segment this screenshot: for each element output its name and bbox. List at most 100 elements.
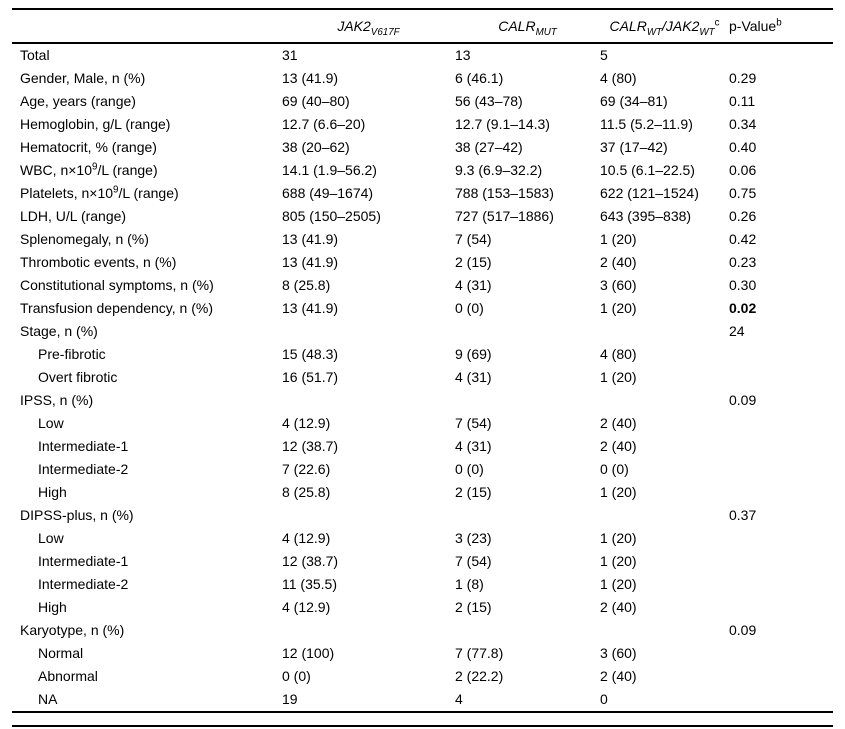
table-row: Karyotype, n (%) 0.09 bbox=[12, 619, 833, 642]
value-cell: 643 (395–838) bbox=[600, 208, 692, 224]
table-row: Stage, n (%) 24 bbox=[12, 320, 833, 343]
text-segment: Intermediate-2 bbox=[38, 461, 129, 477]
value-cell: 9 (69) bbox=[455, 346, 492, 362]
value-cell bbox=[282, 619, 455, 642]
p-value-cell bbox=[729, 481, 833, 504]
row-label: Intermediate-2 bbox=[12, 458, 282, 481]
value-cell: 4 (12.9) bbox=[282, 599, 331, 615]
text-segment: Abnormal bbox=[38, 668, 98, 684]
row-label: Age, years (range) bbox=[12, 90, 282, 113]
text-segment: CALR bbox=[609, 18, 647, 34]
value-cell: 1 (20) bbox=[600, 553, 637, 569]
p-value-cell bbox=[729, 665, 833, 688]
table-row: IPSS, n (%) 0.09 bbox=[12, 389, 833, 412]
text-segment: Platelets, n×10 bbox=[20, 185, 114, 201]
table-row: DIPSS-plus, n (%) 0.37 bbox=[12, 504, 833, 527]
row-label: Platelets, n×109/L (range) bbox=[12, 182, 282, 205]
p-value-cell: 0.06 bbox=[729, 162, 757, 178]
value-cell: 13 bbox=[455, 47, 471, 63]
text-segment: Stage, n (%) bbox=[20, 323, 98, 339]
text-segment: Constitutional symptoms, n (%) bbox=[20, 277, 214, 293]
value-cell: 4 (80) bbox=[600, 346, 637, 362]
table-row: Transfusion dependency, n (%) 13 (41.9) 0 … bbox=[12, 297, 833, 320]
p-value-cell bbox=[729, 573, 833, 596]
value-cell: 1 (20) bbox=[600, 231, 637, 247]
value-cell: 6 (46.1) bbox=[455, 70, 504, 86]
value-cell: 12 (38.7) bbox=[282, 553, 339, 569]
row-label: Low bbox=[12, 527, 282, 550]
p-value-cell bbox=[729, 642, 833, 665]
value-cell: 805 (150–2505) bbox=[282, 208, 381, 224]
table-row: Low 4 (12.9) 3 (23) 1 (20) bbox=[12, 527, 833, 550]
value-cell: 4 (80) bbox=[600, 70, 637, 86]
value-cell: 9.3 (6.9–32.2) bbox=[455, 162, 543, 178]
value-cell: 1 (20) bbox=[600, 369, 637, 385]
row-label: Thrombotic events, n (%) bbox=[12, 251, 282, 274]
text-segment: IPSS, n (%) bbox=[20, 392, 94, 408]
value-cell bbox=[282, 389, 455, 412]
value-cell bbox=[455, 389, 600, 412]
text-segment: 9 bbox=[113, 184, 119, 196]
text-segment: WT bbox=[646, 26, 663, 38]
value-cell: 2 (15) bbox=[455, 599, 492, 615]
column-header-2: CALRMUT bbox=[455, 9, 600, 44]
row-label: IPSS, n (%) bbox=[12, 389, 282, 412]
value-cell: 7 (54) bbox=[455, 415, 492, 431]
value-cell: 8 (25.8) bbox=[282, 484, 331, 500]
text-segment: NA bbox=[38, 691, 58, 707]
table-row: Age, years (range) 69 (40–80) 56 (43–78) 69… bbox=[12, 90, 833, 113]
table-row: Thrombotic events, n (%) 13 (41.9) 2 (15) 2… bbox=[12, 251, 833, 274]
value-cell: 4 (31) bbox=[455, 277, 492, 293]
value-cell: 1 (20) bbox=[600, 530, 637, 546]
row-label: Hemoglobin, g/L (range) bbox=[12, 113, 282, 136]
value-cell: 19 bbox=[282, 691, 298, 707]
table-row: Hematocrit, % (range) 38 (20–62) 38 (27–42… bbox=[12, 136, 833, 159]
table-body: Total 31 13 5 Gender, Male, n (%) 13 (41.9) 6 … bbox=[12, 43, 833, 712]
text-segment: Low bbox=[38, 530, 64, 546]
table-row: Hemoglobin, g/L (range) 12.7 (6.6–20) 12.7… bbox=[12, 113, 833, 136]
text-segment: Low bbox=[38, 415, 64, 431]
value-cell: 1 (20) bbox=[600, 484, 637, 500]
p-value-cell: 0.29 bbox=[729, 70, 757, 86]
table-row: Normal 12 (100) 7 (77.8) 3 (60) bbox=[12, 642, 833, 665]
value-cell bbox=[600, 320, 729, 343]
value-cell: 37 (17–42) bbox=[600, 139, 668, 155]
text-segment: Karyotype, n (%) bbox=[20, 622, 125, 638]
p-value-cell: 0.30 bbox=[729, 277, 757, 293]
column-header-4: p-Valueb bbox=[729, 9, 833, 44]
value-cell: 2 (40) bbox=[600, 438, 637, 454]
value-cell bbox=[455, 504, 600, 527]
value-cell: 13 (41.9) bbox=[282, 300, 339, 316]
text-segment: High bbox=[38, 599, 67, 615]
p-value-cell: 0.09 bbox=[729, 622, 757, 638]
value-cell bbox=[600, 619, 729, 642]
row-label: DIPSS-plus, n (%) bbox=[12, 504, 282, 527]
p-value-cell: 0.42 bbox=[729, 231, 757, 247]
p-value-cell bbox=[729, 343, 833, 366]
value-cell: 2 (40) bbox=[600, 668, 637, 684]
value-cell: 13 (41.9) bbox=[282, 254, 339, 270]
text-segment: p-Value bbox=[729, 18, 777, 34]
row-label: Low bbox=[12, 412, 282, 435]
value-cell: 3 (60) bbox=[600, 277, 637, 293]
bottom-rule bbox=[12, 725, 833, 727]
value-cell: 56 (43–78) bbox=[455, 93, 523, 109]
value-cell: 7 (54) bbox=[455, 553, 492, 569]
row-label: Abnormal bbox=[12, 665, 282, 688]
row-label: Overt fibrotic bbox=[12, 366, 282, 389]
value-cell: 0 (0) bbox=[455, 461, 484, 477]
header-row: JAK2V617F CALRMUT CALRWT/JAK2WTc p-Valueb bbox=[12, 9, 833, 44]
text-segment: Total bbox=[20, 47, 50, 63]
text-segment: /L (range) bbox=[118, 185, 179, 201]
value-cell: 688 (49–1674) bbox=[282, 185, 374, 201]
text-segment: Hematocrit, % (range) bbox=[20, 139, 157, 155]
row-label: LDH, U/L (range) bbox=[12, 205, 282, 228]
table-row: Abnormal 0 (0) 2 (22.2) 2 (40) bbox=[12, 665, 833, 688]
row-label: Stage, n (%) bbox=[12, 320, 282, 343]
table-row: Intermediate-2 7 (22.6) 0 (0) 0 (0) bbox=[12, 458, 833, 481]
value-cell bbox=[600, 504, 729, 527]
value-cell: 14.1 (1.9–56.2) bbox=[282, 162, 377, 178]
text-segment: CALR bbox=[498, 18, 536, 34]
value-cell bbox=[455, 619, 600, 642]
